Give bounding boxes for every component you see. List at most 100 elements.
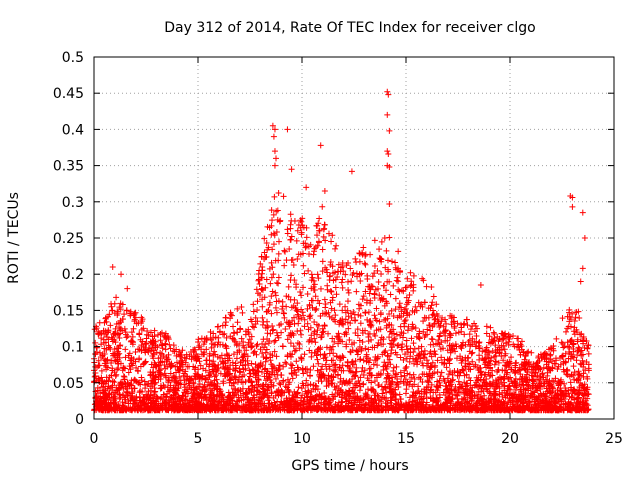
data-point <box>460 321 467 328</box>
data-point <box>329 343 336 350</box>
data-point <box>95 331 102 338</box>
data-point <box>220 360 227 367</box>
data-point <box>557 355 564 362</box>
data-point <box>217 370 224 377</box>
data-point <box>98 335 105 342</box>
data-point <box>319 258 326 265</box>
data-point <box>141 360 148 367</box>
data-point <box>255 276 262 283</box>
data-point <box>268 293 275 300</box>
data-point <box>553 335 560 342</box>
data-point <box>109 307 116 314</box>
data-point <box>392 306 399 313</box>
data-point <box>272 289 279 296</box>
data-point <box>254 307 261 314</box>
data-point <box>315 239 322 246</box>
data-point <box>251 348 258 355</box>
data-point <box>179 347 186 354</box>
data-point <box>540 364 547 371</box>
data-point <box>383 389 390 396</box>
data-point <box>248 360 255 367</box>
data-point <box>186 353 193 360</box>
data-point <box>485 369 492 376</box>
data-point <box>157 366 164 373</box>
data-point <box>273 353 280 360</box>
data-point <box>339 362 346 369</box>
data-point <box>335 330 342 337</box>
data-point <box>420 318 427 325</box>
data-point <box>298 355 305 362</box>
data-point <box>442 316 449 323</box>
data-point <box>281 262 288 269</box>
data-point <box>476 339 483 346</box>
data-point <box>303 234 310 241</box>
data-point <box>264 330 271 337</box>
data-point <box>345 287 352 294</box>
data-point <box>404 327 411 334</box>
data-point <box>306 302 313 309</box>
data-point <box>287 350 294 357</box>
data-point <box>406 358 413 365</box>
data-point <box>368 336 375 343</box>
data-point <box>342 271 349 278</box>
data-point <box>319 268 326 275</box>
data-point <box>256 281 263 288</box>
data-point <box>516 347 523 354</box>
data-point <box>322 237 329 244</box>
data-point <box>402 316 409 323</box>
data-point <box>279 343 286 350</box>
data-point <box>580 387 587 394</box>
data-point <box>210 392 217 399</box>
data-point <box>314 356 321 363</box>
data-point <box>303 224 310 231</box>
data-point <box>210 358 217 365</box>
data-point <box>415 374 422 381</box>
data-point <box>560 366 567 373</box>
data-point <box>575 368 582 375</box>
data-point <box>388 307 395 314</box>
data-point <box>574 351 581 358</box>
data-point <box>386 356 393 363</box>
data-point <box>463 371 470 378</box>
data-point <box>410 340 417 347</box>
data-point <box>309 297 316 304</box>
data-point <box>502 330 509 337</box>
data-point <box>523 371 530 378</box>
data-point <box>407 283 414 290</box>
data-point <box>92 350 99 357</box>
data-point <box>111 369 118 376</box>
data-point <box>300 370 307 377</box>
data-point <box>469 349 476 356</box>
data-point <box>195 336 202 343</box>
data-point <box>219 322 226 329</box>
data-point <box>269 217 276 224</box>
data-point <box>282 359 289 366</box>
data-point <box>120 373 127 380</box>
data-point <box>123 307 130 314</box>
data-point <box>461 331 468 338</box>
data-point <box>358 368 365 375</box>
data-point <box>420 350 427 357</box>
data-point <box>107 345 114 352</box>
data-point <box>252 361 259 368</box>
data-point <box>136 356 143 363</box>
data-point <box>238 335 245 342</box>
data-point <box>368 379 375 386</box>
data-point <box>414 361 421 368</box>
data-point <box>234 319 241 326</box>
data-point <box>287 236 294 243</box>
data-point <box>261 249 268 256</box>
data-point <box>161 370 168 377</box>
data-point <box>466 331 473 338</box>
data-point <box>117 342 124 349</box>
data-point <box>128 337 135 344</box>
data-point <box>238 304 245 311</box>
data-point <box>374 267 381 274</box>
data-point <box>542 376 549 383</box>
data-point <box>294 328 301 335</box>
data-point <box>567 379 574 386</box>
data-point <box>152 388 159 395</box>
data-point <box>163 374 170 381</box>
data-point <box>403 363 410 370</box>
data-point <box>579 391 586 398</box>
